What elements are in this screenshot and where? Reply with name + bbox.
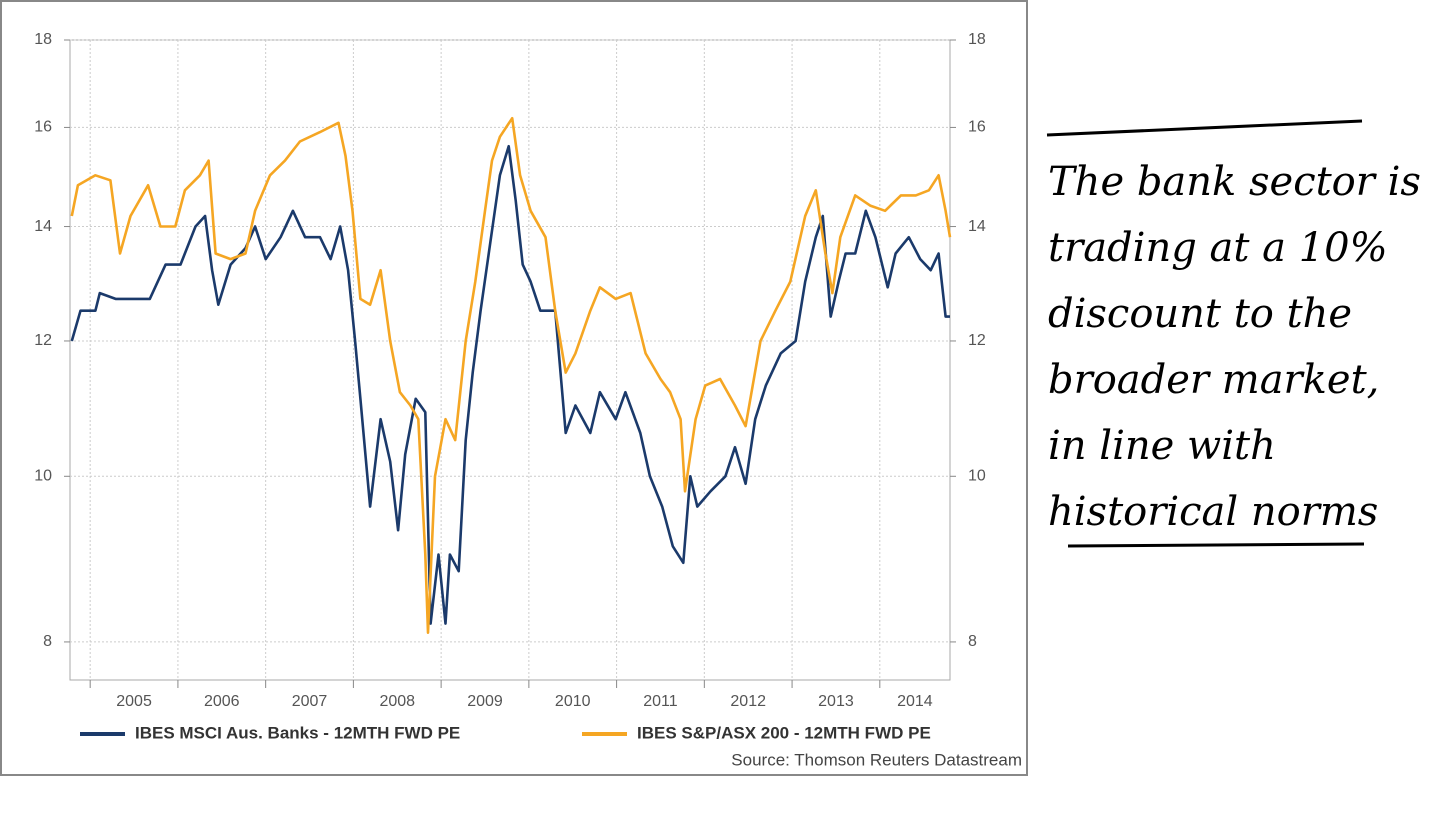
x-tick-label: 2009 (467, 693, 503, 710)
annotation-line: trading at a 10% (1048, 225, 1388, 271)
y-tick-label: 18 (34, 31, 52, 48)
y2-tick-label: 18 (968, 31, 986, 48)
x-tick-label: 2005 (116, 693, 152, 710)
x-tick-label: 2013 (818, 693, 854, 710)
y2-tick-label: 12 (968, 332, 986, 349)
source: Source: Thomson Reuters Datastream (731, 750, 1022, 769)
x-tick-label: 2006 (204, 693, 240, 710)
annotation-line: The bank sector is (1048, 159, 1421, 205)
y-tick-label: 10 (34, 468, 52, 485)
y2-tick-label: 16 (968, 119, 986, 136)
underline-top (1046, 119, 1363, 137)
underline-bottom (1067, 542, 1365, 548)
y-tick-label: 8 (43, 633, 52, 650)
y2-tick-label: 10 (968, 468, 986, 485)
annotation-line: historical norms (1048, 489, 1378, 535)
y-tick-label: 12 (34, 332, 52, 349)
x-tick-label: 2011 (643, 693, 678, 710)
legend-label: IBES S&P/ASX 200 - 12MTH FWD PE (637, 723, 931, 742)
x-tick-label: 2012 (730, 693, 766, 710)
annotation-line: broader market, (1048, 357, 1379, 403)
annotation-line: in line with (1048, 423, 1276, 469)
series-line (70, 116, 952, 634)
y2-tick-label: 14 (968, 218, 986, 235)
annotation-line: discount to the (1048, 291, 1352, 337)
x-tick-label: 2007 (292, 693, 328, 710)
x-tick-label: 2010 (555, 693, 591, 710)
x-tick-label: 2008 (379, 693, 415, 710)
y-tick-label: 16 (34, 119, 52, 136)
y-tick-label: 14 (34, 218, 52, 235)
y2-tick-label: 8 (968, 633, 977, 650)
chart-frame (0, 0, 1028, 776)
legend-label: IBES MSCI Aus. Banks - 12MTH FWD PE (135, 723, 460, 742)
x-tick-label: 2014 (897, 693, 933, 710)
